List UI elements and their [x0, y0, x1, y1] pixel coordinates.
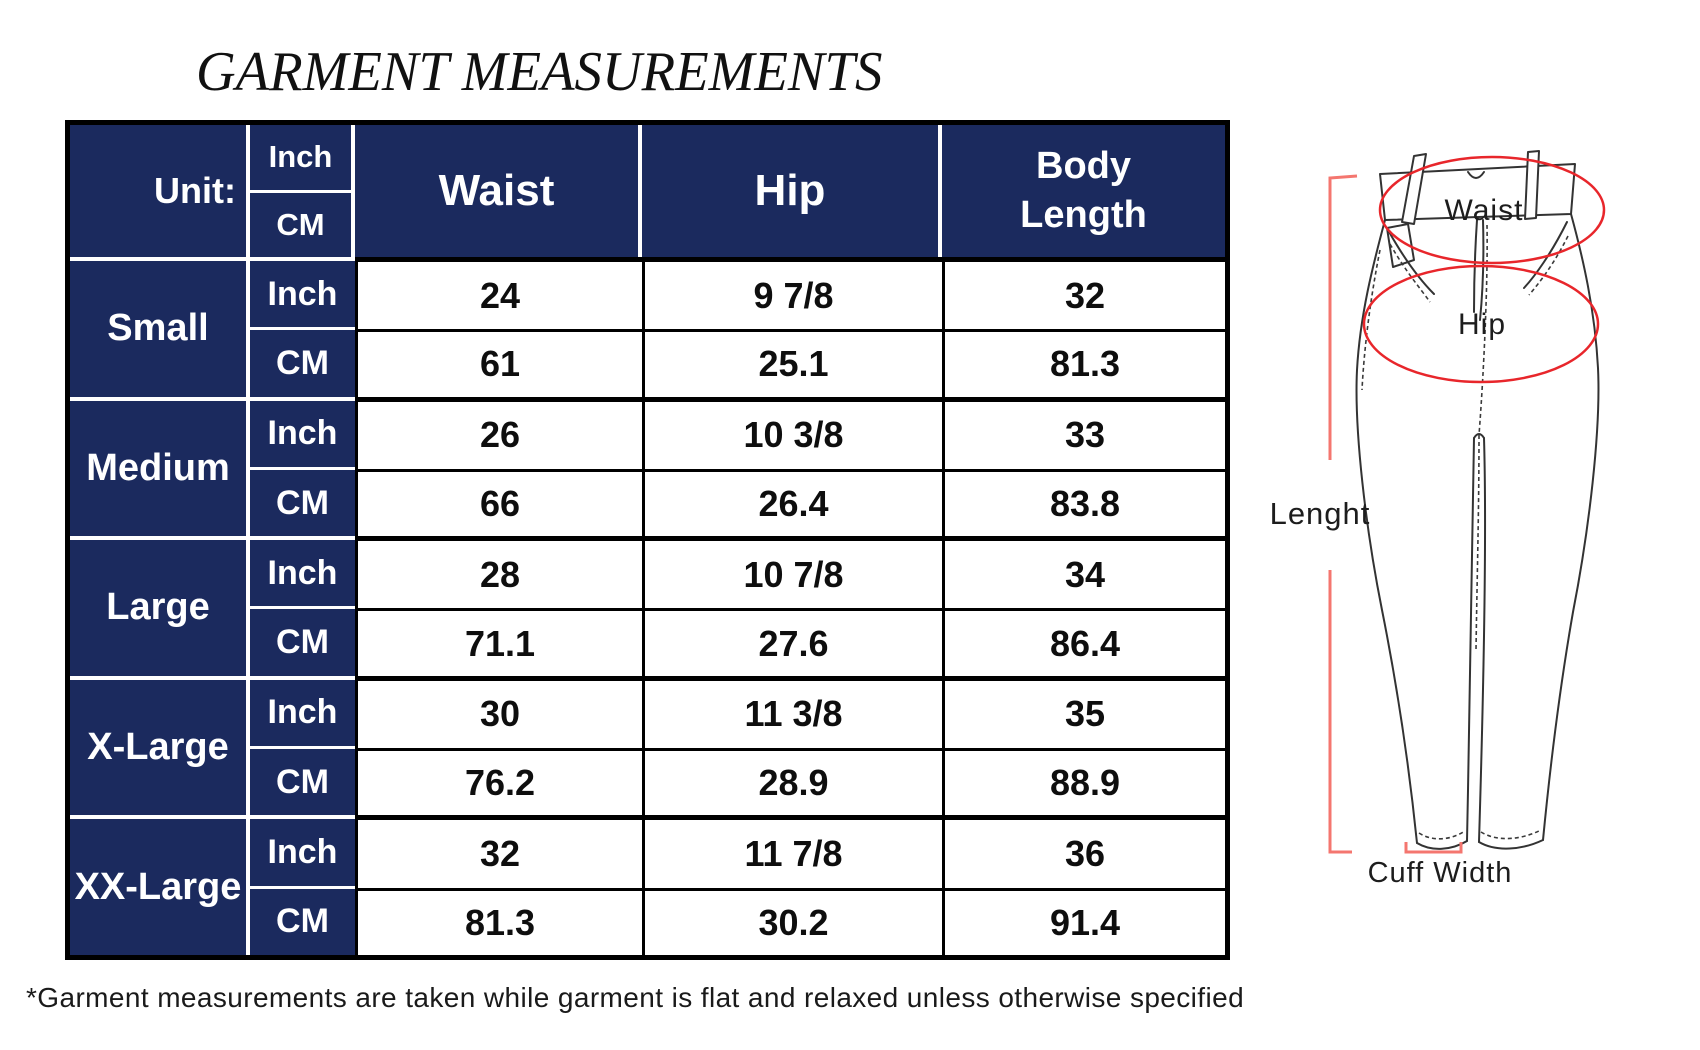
unit-column: Inch CM — [250, 815, 355, 955]
table-header-row: Unit: Inch CM Waist Hip Body Length — [70, 125, 1225, 257]
value-waist-inch: 24 — [358, 262, 642, 330]
value-hip-cm: 26.4 — [642, 468, 942, 537]
unit-option-cm: CM — [276, 206, 325, 242]
data-cells: 32 11 7/8 36 81.3 30.2 91.4 — [355, 815, 1225, 955]
length-line-lower — [1328, 570, 1352, 854]
length-line-upper — [1328, 174, 1358, 460]
value-hip-inch: 9 7/8 — [642, 262, 942, 330]
value-waist-cm: 66 — [358, 468, 642, 537]
value-waist-cm: 61 — [358, 329, 642, 397]
value-hip-inch: 10 7/8 — [642, 541, 942, 609]
value-bodylength-inch: 34 — [942, 541, 1225, 609]
unit-header-cell: Unit: — [70, 125, 250, 257]
value-hip-cm: 30.2 — [642, 887, 942, 955]
measurement-ellipses — [1362, 155, 1606, 384]
waist-ellipse — [1378, 155, 1606, 265]
size-group-medium: Medium Inch CM 26 10 3/8 33 66 26.4 83.8 — [70, 396, 1225, 537]
value-bodylength-cm: 88.9 — [942, 748, 1225, 816]
unit-option-inch: Inch — [250, 125, 351, 193]
size-label: XX-Large — [70, 815, 250, 955]
page-title: GARMENT MEASUREMENTS — [196, 41, 883, 103]
data-cells: 24 9 7/8 32 61 25.1 81.3 — [355, 257, 1225, 397]
unit-options-cell: Inch CM — [250, 125, 355, 257]
column-header-body-length: Body Length — [942, 125, 1225, 257]
size-label: X-Large — [70, 675, 250, 816]
value-hip-inch: 11 3/8 — [642, 680, 942, 749]
value-waist-cm: 76.2 — [358, 748, 642, 816]
value-hip-cm: 28.9 — [642, 748, 942, 816]
row-unit-cm: CM — [276, 902, 329, 941]
row-unit-cm: CM — [276, 623, 329, 662]
hip-label: Hip — [1458, 308, 1506, 341]
value-bodylength-cm: 81.3 — [942, 329, 1225, 397]
value-hip-cm: 25.1 — [642, 329, 942, 397]
value-bodylength-cm: 83.8 — [942, 468, 1225, 537]
hip-ellipse — [1362, 264, 1600, 384]
pants-stitching-dashed — [1361, 224, 1569, 840]
pants-outline-sketch — [1355, 150, 1600, 850]
size-label: Large — [70, 536, 250, 676]
column-header-hip: Hip — [642, 125, 942, 257]
value-hip-inch: 10 3/8 — [642, 401, 942, 469]
cuff-width-label: Cuff Width — [1368, 857, 1513, 889]
value-waist-inch: 32 — [358, 820, 642, 888]
size-label: Medium — [70, 396, 250, 537]
row-unit-inch: Inch — [250, 680, 355, 750]
unit-column: Inch CM — [250, 536, 355, 676]
size-group-large: Large Inch CM 28 10 7/8 34 71.1 27.6 86.… — [70, 536, 1225, 676]
size-label: Small — [70, 257, 250, 397]
value-bodylength-inch: 35 — [942, 680, 1225, 749]
value-waist-inch: 26 — [358, 401, 642, 469]
value-waist-inch: 30 — [358, 680, 642, 749]
row-unit-inch: Inch — [250, 261, 355, 331]
value-waist-cm: 71.1 — [358, 608, 642, 676]
size-group-small: Small Inch CM 24 9 7/8 32 61 25.1 81.3 — [70, 257, 1225, 397]
value-bodylength-cm: 86.4 — [942, 608, 1225, 676]
unit-column: Inch CM — [250, 675, 355, 816]
unit-column: Inch CM — [250, 396, 355, 537]
size-group-x-large: X-Large Inch CM 30 11 3/8 35 76.2 28.9 8… — [70, 675, 1225, 816]
value-hip-cm: 27.6 — [642, 608, 942, 676]
row-unit-inch: Inch — [250, 819, 355, 889]
measurements-table: Unit: Inch CM Waist Hip Body Length Smal… — [65, 120, 1230, 960]
row-unit-inch: Inch — [250, 401, 355, 470]
pants-measurement-diagram: Waist Hip Lenght Cuff Width — [1270, 150, 1606, 889]
value-bodylength-inch: 32 — [942, 262, 1225, 330]
value-bodylength-cm: 91.4 — [942, 887, 1225, 955]
data-cells: 30 11 3/8 35 76.2 28.9 88.9 — [355, 675, 1225, 816]
data-cells: 28 10 7/8 34 71.1 27.6 86.4 — [355, 536, 1225, 676]
data-cells: 26 10 3/8 33 66 26.4 83.8 — [355, 396, 1225, 537]
length-and-cuff-guides — [1328, 174, 1463, 854]
column-header-waist: Waist — [355, 125, 642, 257]
value-hip-inch: 11 7/8 — [642, 820, 942, 888]
row-unit-cm: CM — [276, 483, 329, 522]
length-label: Lenght — [1270, 496, 1371, 531]
unit-column: Inch CM — [250, 257, 355, 397]
value-waist-cm: 81.3 — [358, 887, 642, 955]
row-unit-cm: CM — [276, 343, 329, 382]
value-waist-inch: 28 — [358, 541, 642, 609]
waist-label: Waist — [1445, 194, 1524, 227]
value-bodylength-inch: 33 — [942, 401, 1225, 469]
cuff-width-bracket — [1404, 842, 1463, 854]
row-unit-cm: CM — [276, 762, 329, 801]
size-group-xx-large: XX-Large Inch CM 32 11 7/8 36 81.3 30.2 … — [70, 815, 1225, 955]
value-bodylength-inch: 36 — [942, 820, 1225, 888]
row-unit-inch: Inch — [250, 540, 355, 610]
footnote: *Garment measurements are taken while ga… — [26, 982, 1245, 1013]
column-header-body-length-label: Body Length — [1020, 144, 1147, 236]
